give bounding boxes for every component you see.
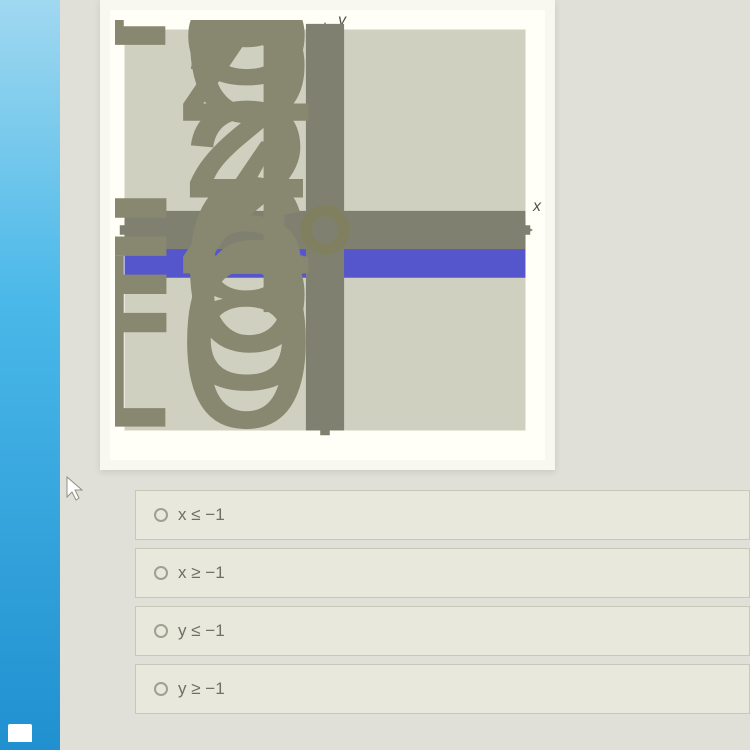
taskbar-item[interactable] [8, 724, 32, 742]
option-label: x ≤ −1 [178, 505, 225, 525]
option-d[interactable]: y ≥ −1 [135, 664, 750, 714]
chart-panel: y x [100, 0, 555, 470]
origin-marker [319, 224, 330, 235]
option-label: y ≥ −1 [178, 679, 225, 699]
desktop-sidebar [0, 0, 60, 750]
option-label: x ≥ −1 [178, 563, 225, 583]
cursor-icon [65, 475, 85, 503]
option-a[interactable]: x ≤ −1 [135, 490, 750, 540]
option-b[interactable]: x ≥ −1 [135, 548, 750, 598]
radio-icon [154, 566, 168, 580]
option-c[interactable]: y ≤ −1 [135, 606, 750, 656]
y-tick-labels: 10 8 6 4 2 -2 -4 -6 -8 -10 [115, 20, 315, 440]
chart-svg: 10 8 6 4 2 -2 -4 -6 -8 -10 [115, 20, 535, 440]
svg-text:-10: -10 [115, 202, 315, 440]
main-content: y x [60, 0, 750, 750]
radio-icon [154, 624, 168, 638]
radio-icon [154, 682, 168, 696]
answer-options: x ≤ −1 x ≥ −1 y ≤ −1 y ≥ −1 [135, 490, 750, 714]
inequality-graph: y x [110, 10, 545, 460]
radio-icon [154, 508, 168, 522]
option-label: y ≤ −1 [178, 621, 225, 641]
